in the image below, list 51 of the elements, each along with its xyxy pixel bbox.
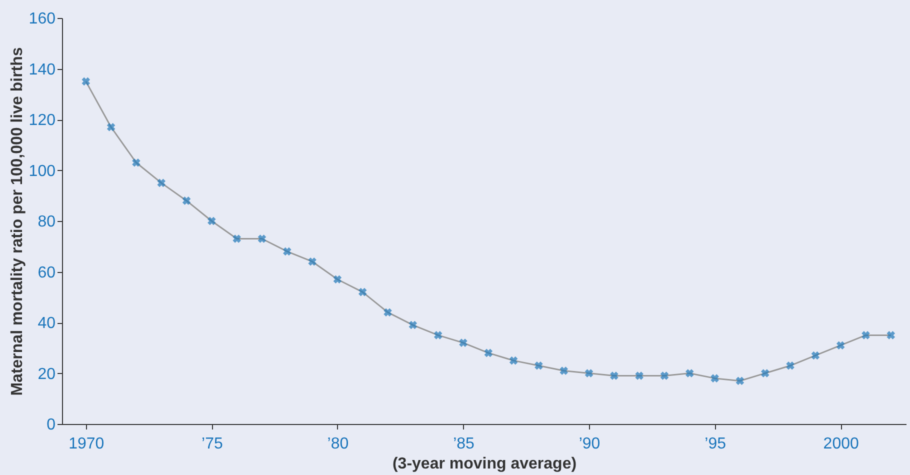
point bbox=[886, 331, 896, 340]
x-tick-label: ’75 bbox=[202, 436, 223, 452]
y-tick-label: 120 bbox=[28, 112, 56, 129]
point bbox=[862, 331, 870, 340]
point bbox=[610, 372, 618, 380]
point bbox=[786, 361, 794, 370]
point bbox=[710, 374, 719, 382]
point bbox=[157, 178, 166, 188]
point bbox=[82, 77, 90, 86]
point bbox=[534, 361, 543, 370]
y-tick-label: 140 bbox=[28, 61, 56, 78]
y-tick-label: 60 bbox=[38, 264, 56, 282]
point bbox=[660, 372, 669, 380]
point bbox=[686, 369, 694, 378]
x-tick-label: 1970 bbox=[68, 436, 104, 452]
point bbox=[459, 338, 468, 347]
point bbox=[434, 331, 442, 340]
x-tick-label: ’85 bbox=[453, 436, 475, 452]
point bbox=[132, 158, 140, 167]
point bbox=[333, 275, 342, 284]
point bbox=[106, 122, 116, 132]
point bbox=[509, 356, 518, 365]
y-tick-label: 80 bbox=[38, 214, 56, 230]
point bbox=[560, 366, 568, 375]
point bbox=[182, 196, 191, 205]
point bbox=[736, 376, 744, 386]
point bbox=[358, 288, 367, 296]
y-tick-label: 160 bbox=[28, 10, 56, 28]
y-axis-title: Maternal mortality ratio per 100,000 live births bbox=[8, 47, 26, 396]
y-tick-label: 40 bbox=[38, 315, 56, 332]
point bbox=[811, 351, 820, 360]
point bbox=[232, 234, 241, 243]
x-tick-label: ’90 bbox=[578, 436, 600, 452]
point bbox=[760, 369, 770, 378]
x-tick-label: ’95 bbox=[704, 436, 726, 452]
y-tick-label: 20 bbox=[38, 366, 56, 383]
point bbox=[584, 369, 594, 378]
point bbox=[836, 341, 845, 350]
point bbox=[308, 257, 316, 266]
point bbox=[484, 348, 493, 358]
point bbox=[384, 308, 392, 316]
x-tick-label: ’80 bbox=[327, 436, 349, 452]
y-tick-label: 100 bbox=[28, 162, 56, 180]
point bbox=[408, 320, 418, 330]
x-axis-title: (3-year moving average) bbox=[392, 456, 577, 472]
x-tick-label: 2000 bbox=[823, 436, 859, 452]
point bbox=[208, 216, 216, 226]
point bbox=[283, 247, 292, 256]
point bbox=[635, 372, 644, 380]
point bbox=[258, 234, 266, 243]
y-tick-label: 0 bbox=[46, 416, 56, 434]
